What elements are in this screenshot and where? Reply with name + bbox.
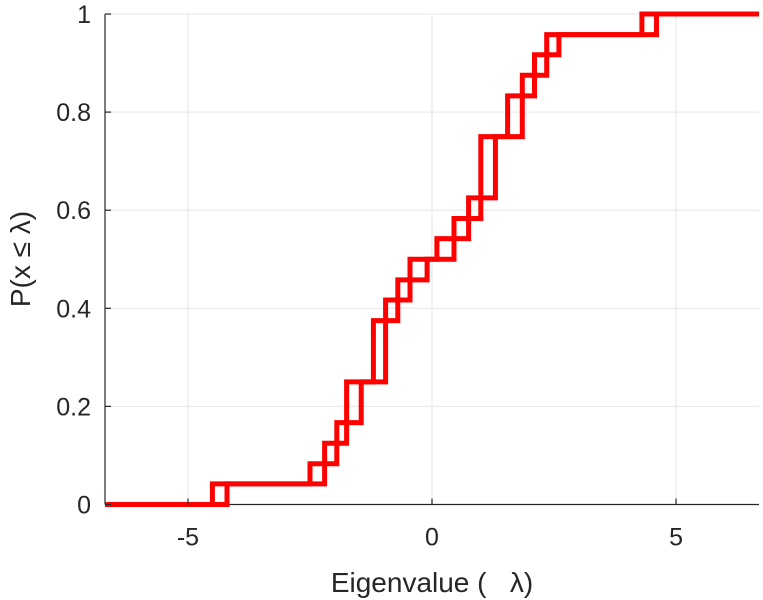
y-tick-label: 0 <box>77 492 91 520</box>
x-tick-label: 0 <box>425 524 439 552</box>
y-tick-label: 0.6 <box>56 197 91 225</box>
y-tick-label: 0.8 <box>56 99 91 127</box>
y-tick-label: 0.2 <box>56 393 91 421</box>
x-tick-label: -5 <box>177 524 199 552</box>
x-axis-label: Eigenvalue ( λ) <box>331 567 533 598</box>
ecdf-series-line-2 <box>105 11 759 507</box>
x-tick-label: 5 <box>669 524 683 552</box>
data-series <box>105 11 759 507</box>
tick-labels: -5 0 5 0 0.2 0.4 0.6 0.8 1 <box>56 1 683 552</box>
y-axis-label: P(x ≤ λ) <box>5 211 36 307</box>
y-tick-label: 0.4 <box>56 295 91 323</box>
y-tick-label: 1 <box>77 1 91 29</box>
